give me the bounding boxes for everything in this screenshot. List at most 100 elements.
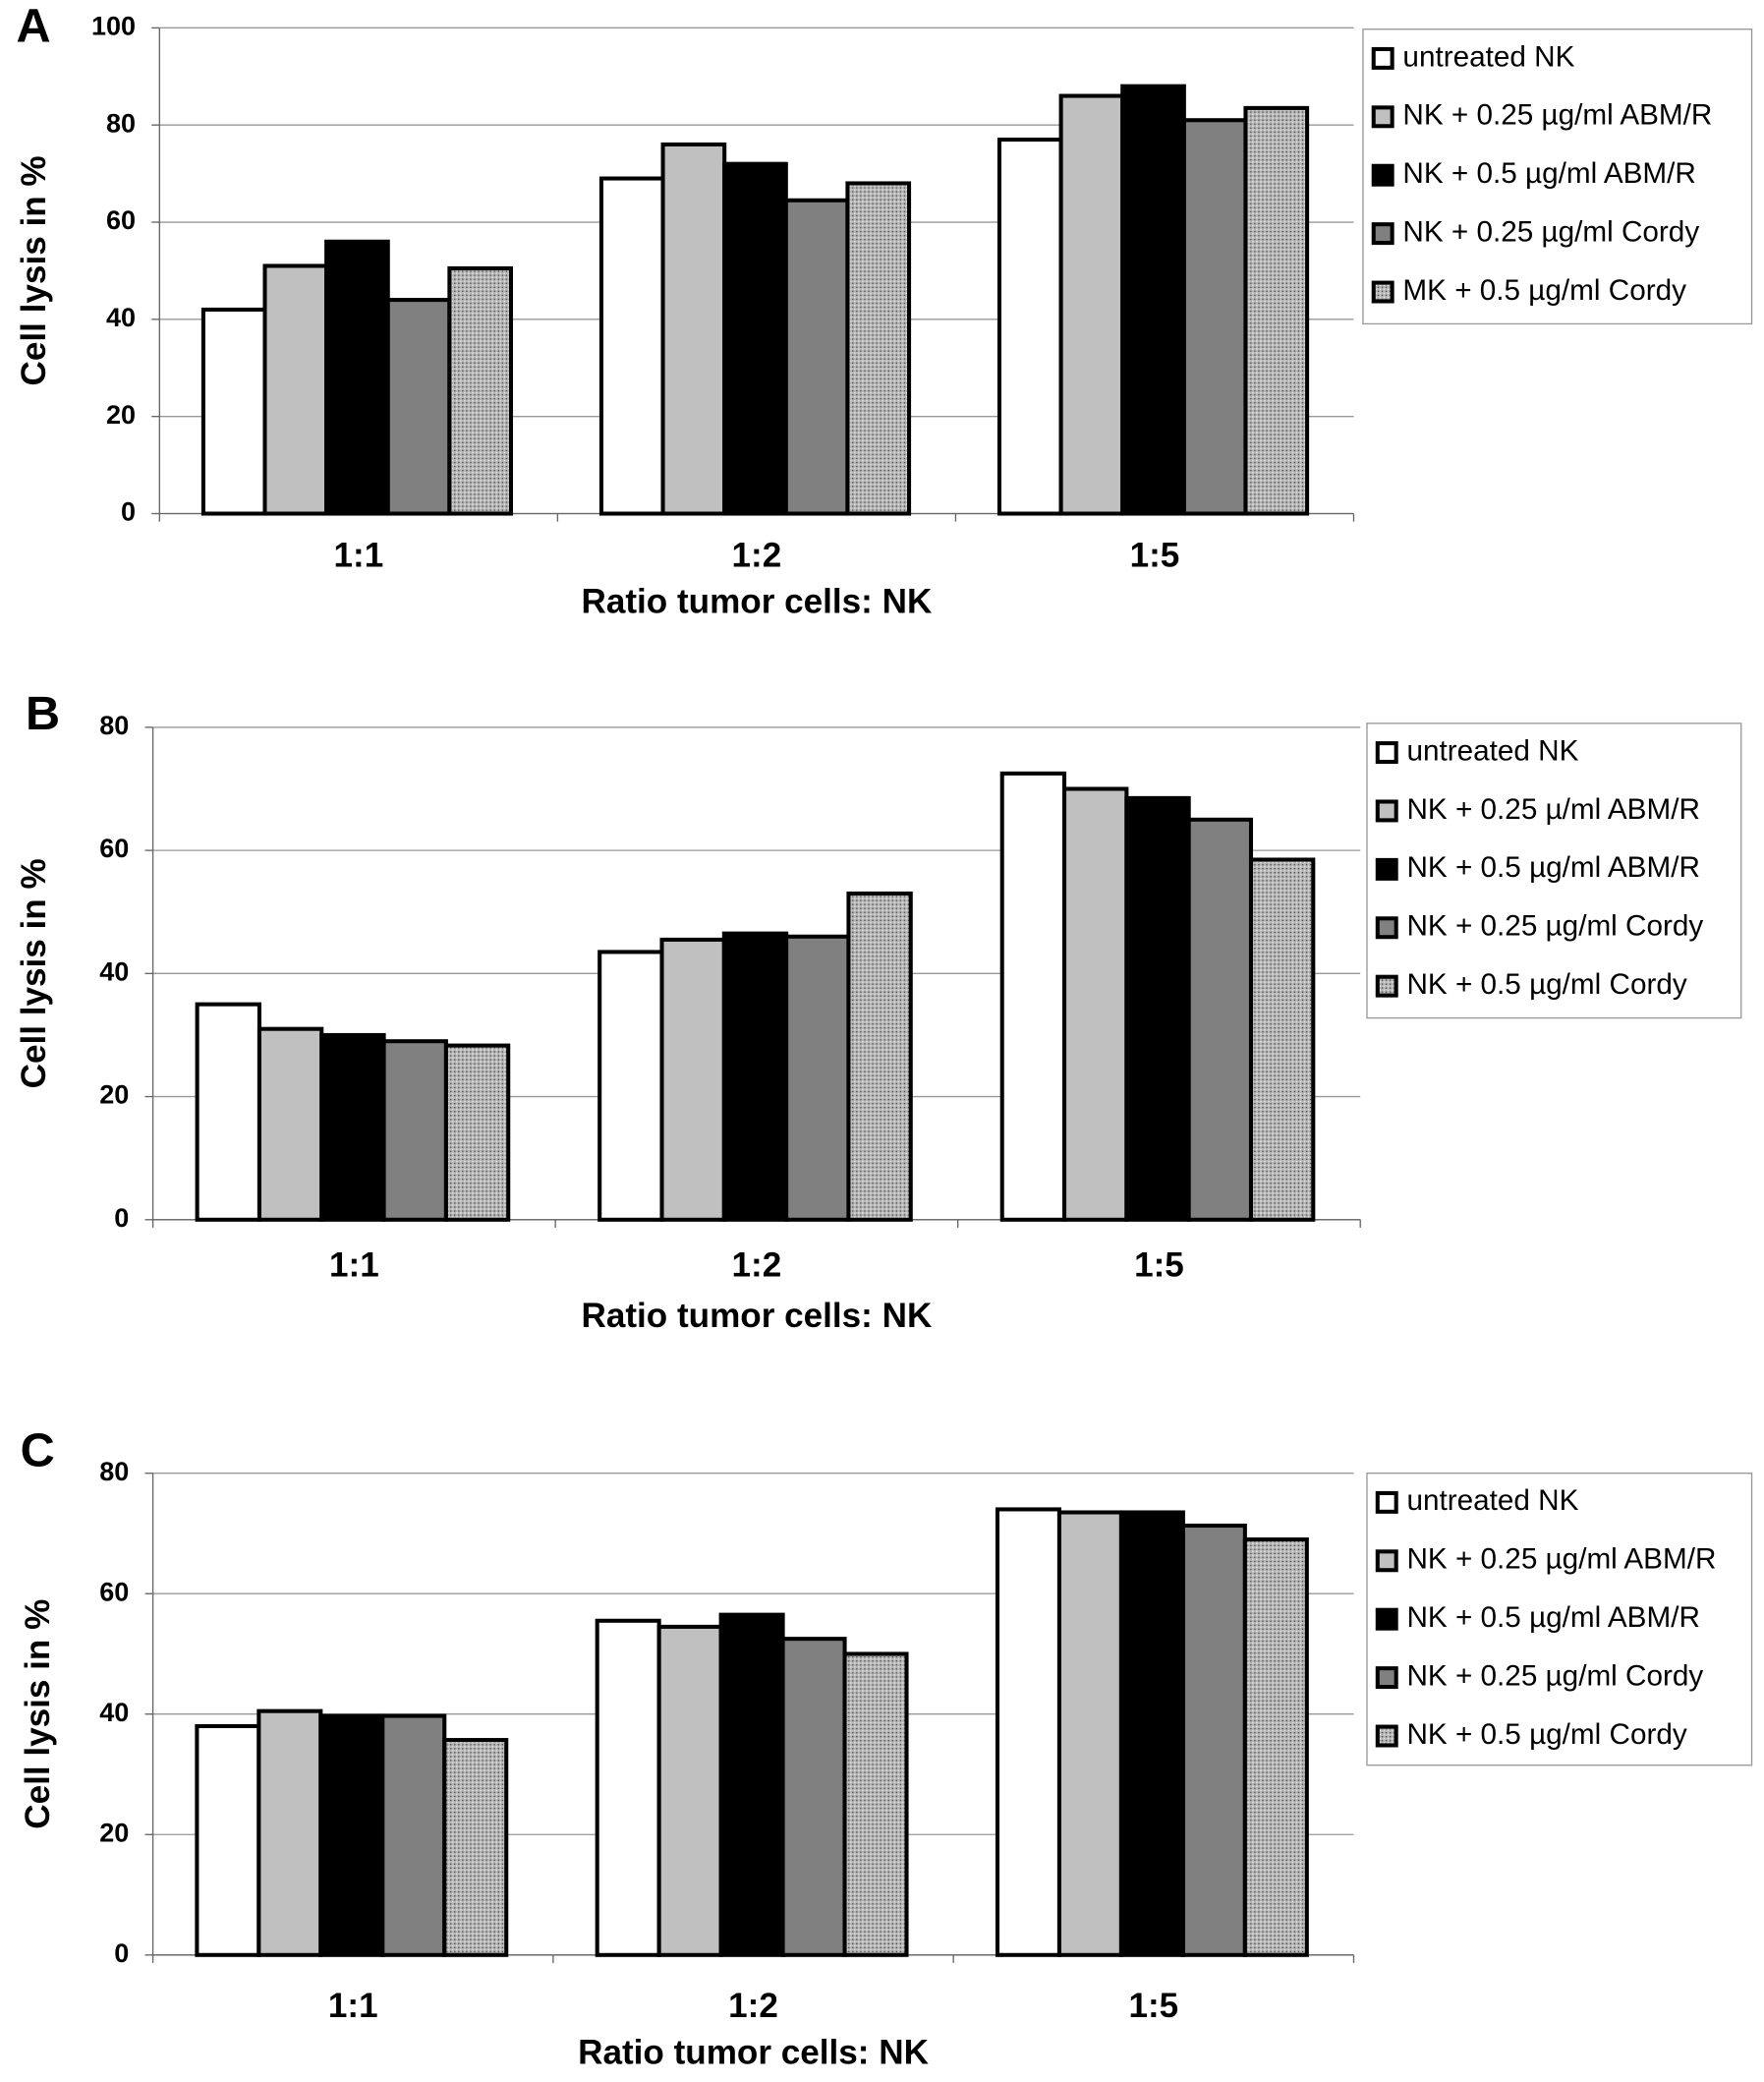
x-tick-label: 1:5 <box>1130 536 1180 574</box>
bar <box>656 1624 723 1957</box>
bar <box>780 1637 847 1957</box>
bar <box>1056 1510 1123 1957</box>
legend-label: untreated NK <box>1406 734 1578 767</box>
x-tick-label: 1:1 <box>333 536 383 574</box>
legend-swatch <box>1371 163 1394 187</box>
bar <box>1186 817 1254 1222</box>
bar <box>256 1026 324 1222</box>
y-tick-label: 100 <box>91 11 136 40</box>
x-tick-label: 1:2 <box>728 1987 778 2025</box>
bar <box>846 891 913 1222</box>
bar <box>195 1002 261 1222</box>
legend-swatch <box>1375 1549 1398 1573</box>
legend-label: NK + 0.25 µg/ml Cordy <box>1406 910 1703 943</box>
bar <box>385 298 452 516</box>
legend-label: NK + 0.25 µg/ml Cordy <box>1406 1659 1703 1692</box>
legend-box <box>1362 29 1753 325</box>
bar <box>718 1612 785 1957</box>
legend-label: MK + 0.5 µg/ml Cordy <box>1402 274 1686 307</box>
bar <box>996 137 1063 516</box>
legend-swatch <box>1375 1666 1398 1690</box>
panel-label: B <box>26 687 60 740</box>
x-tick-label: 1:5 <box>1134 1246 1184 1285</box>
x-tick-label: 1:1 <box>328 1987 378 2025</box>
bar <box>722 161 788 516</box>
legend-box <box>1366 723 1742 1019</box>
bar <box>1242 1537 1309 1957</box>
legend-swatch <box>1375 1490 1398 1514</box>
y-axis-title: Cell lysis in % <box>19 1599 57 1829</box>
legend-label: NK + 0.25 µg/ml ABM/R <box>1402 99 1712 132</box>
y-axis-title: Cell lysis in % <box>15 155 53 385</box>
legend-swatch <box>1375 799 1398 823</box>
y-tick-label: 20 <box>99 1080 129 1110</box>
legend-label: NK + 0.25 µg/ml Cordy <box>1402 215 1699 248</box>
bar <box>1180 1523 1247 1957</box>
bar <box>195 1723 261 1957</box>
legend-box <box>1366 1473 1753 1766</box>
y-tick-label: 0 <box>121 497 136 527</box>
y-tick-label: 0 <box>114 1203 129 1233</box>
x-axis-title: Ratio tumor cells: NK <box>581 1297 932 1335</box>
bar <box>1058 93 1125 516</box>
legend-swatch <box>1375 1724 1398 1748</box>
y-tick-label: 80 <box>99 711 129 740</box>
panel-label: C <box>21 1423 55 1476</box>
bar <box>1062 786 1129 1222</box>
bar <box>200 307 267 516</box>
bar <box>598 176 665 516</box>
bar <box>784 934 851 1222</box>
bar <box>783 198 850 516</box>
x-tick-label: 1:5 <box>1128 1987 1178 2025</box>
legend-label: NK + 0.5 µg/ml ABM/R <box>1406 1601 1699 1634</box>
y-tick-label: 40 <box>106 303 136 332</box>
legend-label: NK + 0.5 µg/ml Cordy <box>1406 968 1686 1001</box>
legend-swatch <box>1375 974 1398 998</box>
panel-label: A <box>17 0 51 53</box>
bar <box>442 1738 509 1957</box>
bar <box>659 937 726 1222</box>
legend-swatch <box>1375 857 1398 881</box>
bar <box>1118 1510 1185 1957</box>
y-tick-label: 0 <box>114 1938 129 1968</box>
legend-swatch <box>1371 105 1394 129</box>
y-tick-label: 40 <box>99 956 129 986</box>
legend-swatch <box>1375 741 1398 765</box>
legend-swatch <box>1371 46 1394 70</box>
legend-label: NK + 0.5 µg/ml Cordy <box>1406 1718 1686 1751</box>
bar <box>381 1039 448 1222</box>
legend-swatch <box>1375 1607 1398 1631</box>
x-tick-label: 1:1 <box>329 1246 379 1285</box>
bar <box>842 1651 909 1957</box>
legend-label: NK + 0.25 µg/ml ABM/R <box>1406 1543 1716 1576</box>
legend-swatch <box>1371 222 1394 246</box>
bar <box>447 265 514 516</box>
bar <box>319 1032 386 1222</box>
y-tick-label: 60 <box>99 834 129 863</box>
legend-label: NK + 0.5 µg/ml ABM/R <box>1402 157 1695 190</box>
bar <box>1120 84 1186 516</box>
bar <box>1248 857 1316 1222</box>
y-tick-label: 20 <box>106 400 136 430</box>
bar <box>256 1708 323 1957</box>
y-tick-label: 40 <box>99 1698 129 1727</box>
bar <box>1124 795 1191 1222</box>
x-tick-label: 1:2 <box>732 1246 782 1285</box>
y-tick-label: 60 <box>106 205 136 235</box>
bar <box>595 1618 661 1957</box>
x-tick-label: 1:2 <box>732 536 782 574</box>
bar <box>443 1043 511 1222</box>
legend-label: NK + 0.5 µg/ml ABM/R <box>1406 851 1699 884</box>
bar <box>380 1713 447 1957</box>
bar <box>995 1507 1061 1957</box>
bar <box>324 239 390 516</box>
bar <box>318 1713 385 1957</box>
legend-label: NK + 0.25 µ/ml ABM/R <box>1406 793 1699 826</box>
bar <box>845 181 912 516</box>
y-tick-label: 20 <box>99 1818 129 1847</box>
y-tick-label: 60 <box>99 1577 129 1606</box>
legend-label: untreated NK <box>1406 1484 1578 1517</box>
bar <box>262 263 329 516</box>
